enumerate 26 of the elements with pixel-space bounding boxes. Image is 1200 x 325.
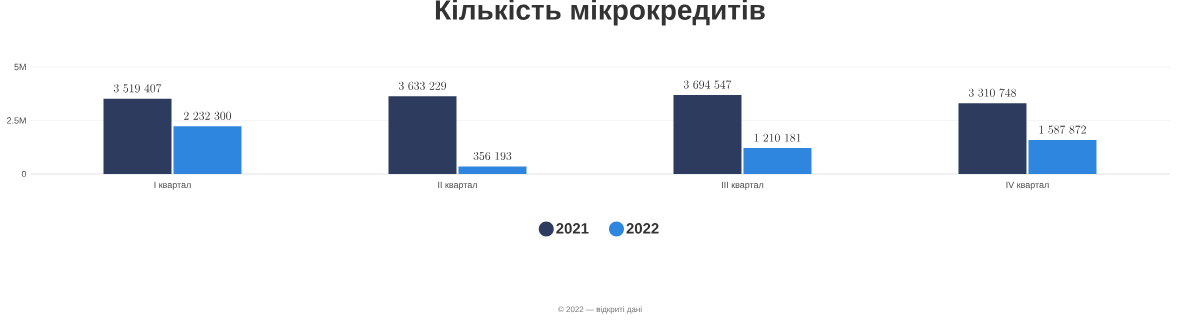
data-label: 3 519 407 xyxy=(113,84,162,93)
data-label: 1 587 872 xyxy=(1039,125,1086,134)
data-label: 3 694 547 xyxy=(683,80,732,89)
bar xyxy=(173,126,242,174)
x-tick-label: II квартал xyxy=(438,181,477,190)
bar xyxy=(388,96,457,174)
x-tick-label: I квартал xyxy=(154,181,191,190)
bar xyxy=(103,98,172,174)
chart-title: Кількість мікрокредитів xyxy=(435,0,765,26)
y-tick-label: 0 xyxy=(21,170,27,178)
legend-label: 2021 xyxy=(556,223,589,234)
data-label: 356 193 xyxy=(473,151,512,161)
bar xyxy=(958,103,1027,174)
data-label: 1 210 181 xyxy=(754,133,801,142)
bar xyxy=(1028,140,1097,174)
x-tick-label: IV квартал xyxy=(1006,181,1049,190)
y-tick-label: 2.5M xyxy=(7,117,26,124)
bar xyxy=(458,166,527,174)
legend-label: 2022 xyxy=(626,223,659,234)
data-label: 3 310 748 xyxy=(968,88,1017,97)
x-tick-label: III квартал xyxy=(722,181,764,190)
data-label: 3 633 229 xyxy=(398,81,447,90)
data-label: 2 232 300 xyxy=(183,111,232,120)
y-tick-label: 5M xyxy=(14,63,26,71)
bar xyxy=(743,148,812,174)
bar xyxy=(673,94,742,174)
